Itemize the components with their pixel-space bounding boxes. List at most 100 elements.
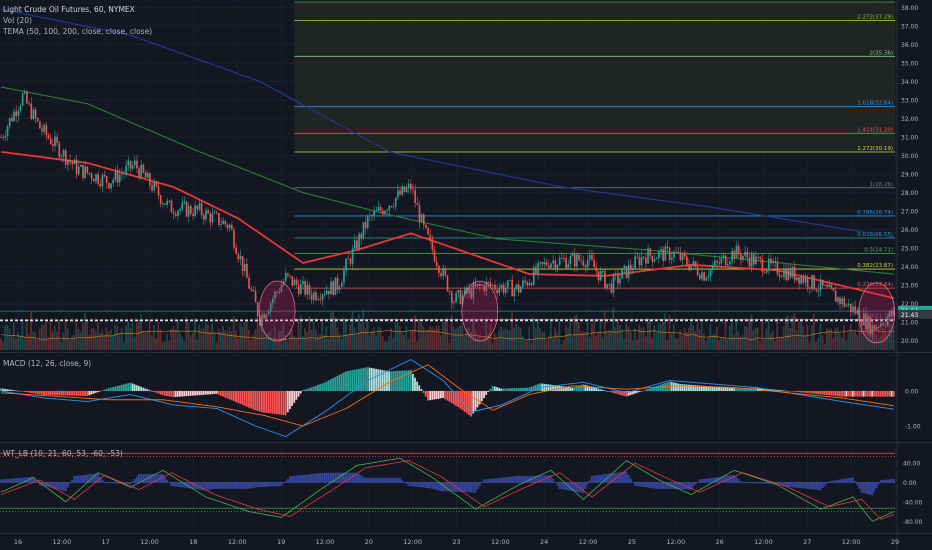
wt-diff-bar	[224, 482, 227, 489]
wt-diff-bar	[653, 482, 656, 489]
candle-body	[783, 269, 785, 278]
volume-bar	[30, 312, 32, 350]
candle-body	[149, 173, 151, 186]
candle-body	[578, 254, 580, 261]
candle-body	[593, 259, 595, 268]
macd-histogram-bar	[679, 384, 682, 391]
wt-diff-bar	[73, 476, 76, 483]
wt-diff-bar	[573, 482, 576, 492]
candle-body	[325, 290, 328, 295]
macd-histogram-bar	[528, 387, 531, 391]
macd-histogram-bar	[424, 391, 427, 397]
macd-histogram-bar	[358, 368, 360, 391]
volume-bar	[40, 325, 43, 350]
volume-bar	[396, 322, 399, 350]
candle-body	[778, 274, 781, 277]
wt-diff-bar	[618, 472, 621, 483]
y-tick-label: 35.00	[901, 60, 918, 67]
wt-diff-bar	[845, 478, 848, 483]
macd-histogram-bar	[785, 390, 787, 392]
x-tick-label: 12:00	[228, 538, 247, 546]
wt2-line	[0, 460, 895, 520]
macd-histogram-bar	[711, 386, 714, 391]
candle-body	[448, 291, 451, 292]
volume-bar	[569, 318, 572, 350]
macd-histogram-bar	[519, 387, 522, 391]
volume-bar	[317, 335, 319, 350]
wt-diff-bar	[748, 482, 751, 484]
wt-tick-label: 40.00	[903, 461, 920, 468]
volume-bar	[892, 325, 895, 350]
candle-body	[580, 260, 583, 262]
candle-body	[647, 248, 649, 264]
macd-histogram-bar	[187, 391, 190, 396]
macd-histogram-bar	[370, 368, 373, 391]
wt-diff-bar	[112, 482, 115, 484]
volume-bar	[631, 340, 634, 350]
volume-bar	[325, 326, 328, 350]
wt-diff-bar	[394, 477, 397, 483]
volume-bar	[545, 340, 548, 350]
candle-body	[522, 280, 524, 288]
macd-histogram-bar	[25, 391, 28, 393]
wt-diff-bar	[138, 474, 140, 483]
macd-histogram-bar	[813, 391, 815, 394]
volume-bar	[614, 327, 617, 350]
candle-body	[612, 275, 615, 293]
wt-diff-bar	[172, 482, 175, 487]
volume-bar	[821, 335, 824, 350]
candle-body	[353, 240, 356, 249]
macd-histogram-bar	[470, 391, 472, 417]
volume-bar	[75, 321, 78, 350]
macd-histogram-bar	[228, 391, 231, 400]
candle-body	[692, 261, 695, 266]
wt-diff-bar	[875, 482, 878, 488]
volume-bar	[368, 334, 371, 350]
wt-diff-bar	[655, 482, 658, 489]
candle-body	[696, 266, 699, 276]
candle-body	[701, 272, 703, 280]
wt-diff-bar	[521, 475, 524, 483]
wt-diff-bar	[207, 482, 209, 491]
candle-body	[52, 144, 54, 146]
wt-diff-bar	[502, 477, 505, 483]
wt-diff-bar	[10, 478, 13, 483]
candle-body	[32, 109, 35, 120]
candle-body	[410, 183, 412, 190]
candle-body	[727, 264, 729, 266]
wt-diff-bar	[355, 472, 358, 483]
wt-diff-bar	[603, 474, 606, 483]
macd-histogram-bar	[194, 391, 196, 396]
candle-body	[377, 206, 380, 211]
candle-body	[336, 277, 339, 290]
volume-bar	[644, 336, 647, 350]
volume-bar	[610, 331, 613, 350]
wt-diff-bar	[571, 482, 574, 492]
candle-body	[228, 224, 231, 229]
volume-bar	[187, 322, 190, 350]
macd-histogram-bar	[614, 391, 617, 394]
volume-bar	[310, 329, 313, 350]
wt-diff-bar	[496, 478, 498, 483]
wt-diff-bar	[4, 479, 7, 483]
macd-histogram-bar	[92, 391, 95, 394]
macd-histogram-bar	[99, 391, 102, 392]
candle-body	[256, 302, 259, 317]
candle-body	[114, 170, 117, 180]
candle-body	[865, 313, 867, 330]
wt-diff-bar	[565, 482, 567, 491]
macd-histogram-bar	[675, 382, 677, 391]
volume-bar	[791, 315, 794, 350]
volume-bar	[618, 325, 621, 350]
macd-histogram-bar	[537, 384, 539, 391]
wt-diff-bar	[329, 472, 332, 483]
candle-body	[62, 150, 65, 157]
candle-body	[84, 166, 87, 179]
candle-body	[308, 284, 311, 295]
volume-bar	[392, 337, 395, 350]
volume-bar	[198, 324, 201, 350]
wt-diff-bar	[411, 482, 414, 487]
candle-body	[878, 326, 880, 328]
macd-histogram-bar	[631, 391, 634, 395]
